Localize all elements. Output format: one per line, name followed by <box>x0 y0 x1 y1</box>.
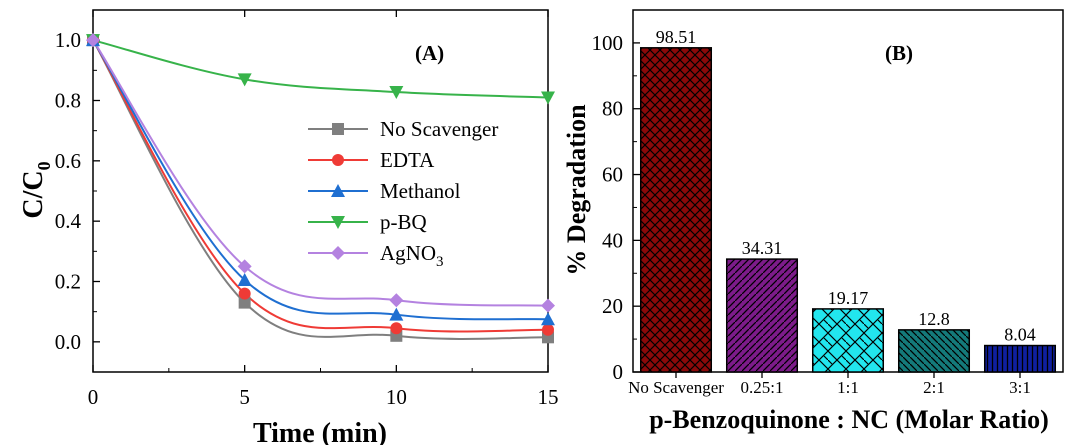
series-line-4 <box>92 39 549 307</box>
bar-category-label-1: 0.25:1 <box>741 378 784 397</box>
legend-label-subscript: 3 <box>436 254 444 270</box>
legend-marker-0 <box>332 123 344 135</box>
bar-value-label-3: 12.8 <box>918 309 950 329</box>
legend-label-text: p-BQ <box>380 210 427 234</box>
panel-a-x-tick-label: 0 <box>88 385 99 409</box>
panel-a-y-axis-title-sub: 0 <box>34 161 54 170</box>
bar-4 <box>983 344 1057 373</box>
panel-b-bar-chart: 0 20 40 60 80 100 98.51 No Scavenger 34.31 0.25:… <box>562 9 1064 434</box>
bar-category-label-2: 1:1 <box>837 378 859 397</box>
panel-a-label: (A) <box>415 41 444 65</box>
bar-value-label-4: 8.04 <box>1004 325 1036 345</box>
panel-b-y-tick-label: 20 <box>602 294 623 318</box>
panel-a-legend: No Scavenger EDTA Methanol p-BQ AgNO3 <box>308 117 498 270</box>
panel-a-y-axis-title: C/C0 <box>18 161 54 218</box>
legend-label-0: No Scavenger <box>380 117 498 141</box>
legend-label-text: No Scavenger <box>380 117 498 141</box>
data-point-series-2 <box>541 312 555 326</box>
panel-b-y-tick-label: 80 <box>602 97 623 121</box>
panel-b-y-tick-label: 100 <box>592 31 624 55</box>
panel-a-x-tick-label: 5 <box>239 385 250 409</box>
legend-label-1: EDTA <box>380 148 435 172</box>
bar-category-label-0: No Scavenger <box>628 378 724 397</box>
panel-a-y-tick-label: 0.0 <box>55 330 81 354</box>
panel-b-y-tick-label: 0 <box>613 360 624 384</box>
legend-marker-4 <box>331 246 345 260</box>
bar-0 <box>639 47 713 373</box>
legend-label-text: AgNO <box>380 241 436 265</box>
legend-label-2: Methanol <box>380 179 461 203</box>
panel-a-x-axis-title: Time (min) <box>253 418 387 445</box>
data-point-series-3 <box>237 73 252 87</box>
legend-label-3: p-BQ <box>380 210 427 234</box>
data-point-series-3 <box>541 91 555 105</box>
panel-b-ticks: 0 20 40 60 80 100 <box>592 31 1021 384</box>
bar-category-label-4: 3:1 <box>1009 378 1031 397</box>
data-point-series-4 <box>237 259 252 274</box>
data-point-series-4 <box>389 293 404 308</box>
bar-3 <box>897 329 971 373</box>
data-point-series-0 <box>238 296 251 309</box>
data-point-series-1 <box>390 322 403 335</box>
legend-label-text: EDTA <box>380 148 435 172</box>
legend-label-text: Methanol <box>380 179 461 203</box>
legend-marker-2 <box>331 184 345 197</box>
panel-a-y-tick-label: 0.8 <box>55 89 81 113</box>
panel-b-bars: 98.51 No Scavenger 34.31 0.25:1 19.17 1:1 12.8… <box>628 27 1057 397</box>
bar-value-label-1: 34.31 <box>742 238 783 258</box>
bar-2 <box>811 308 885 373</box>
panel-a-line-chart: 0 5 10 150.00.20.40.60.81.0 (A) Time (min) … <box>18 9 559 445</box>
panel-b-y-tick-label: 60 <box>602 163 623 187</box>
data-point-series-2 <box>237 272 252 286</box>
legend-marker-1 <box>332 154 344 166</box>
panel-a-y-tick-label: 0.2 <box>55 270 81 294</box>
legend-marker-3 <box>331 216 345 229</box>
panel-a-series-lines <box>92 39 549 340</box>
panel-a-y-tick-label: 1.0 <box>55 28 81 52</box>
panel-a-y-tick-label: 0.4 <box>55 209 82 233</box>
data-point-series-2 <box>389 307 404 321</box>
panel-a-x-tick-label: 10 <box>386 385 407 409</box>
bar-value-label-2: 19.17 <box>828 288 869 308</box>
panel-b-y-tick-label: 40 <box>602 228 623 252</box>
data-point-series-1 <box>238 287 251 300</box>
panel-a-y-axis-title-main: C/C <box>18 170 49 218</box>
series-line-2 <box>92 39 549 321</box>
bar-category-label-3: 2:1 <box>923 378 945 397</box>
panel-b-y-axis-title: % Degradation <box>562 104 591 276</box>
data-point-series-4 <box>541 298 555 313</box>
panel-a-y-tick-label: 0.6 <box>55 149 81 173</box>
panel-b-label: (B) <box>885 41 913 65</box>
data-point-series-3 <box>389 86 404 100</box>
panel-a-x-tick-label: 15 <box>538 385 559 409</box>
panel-b-x-axis-title: p-Benzoquinone : NC (Molar Ratio) <box>649 405 1049 434</box>
panel-a-ticks: 0 5 10 15 0.0 0.2 0.4 0.6 0.8 1.0 <box>55 10 559 409</box>
series-line-1 <box>92 39 549 333</box>
series-line-3 <box>92 39 549 99</box>
series-line-0 <box>92 39 549 340</box>
legend-label-4: AgNO3 <box>380 241 444 270</box>
bar-value-label-0: 98.51 <box>656 27 697 47</box>
panel-a-series-markers <box>86 33 555 344</box>
bar-1 <box>725 258 799 373</box>
data-point-series-1 <box>542 323 554 336</box>
data-point-series-4 <box>86 33 100 48</box>
